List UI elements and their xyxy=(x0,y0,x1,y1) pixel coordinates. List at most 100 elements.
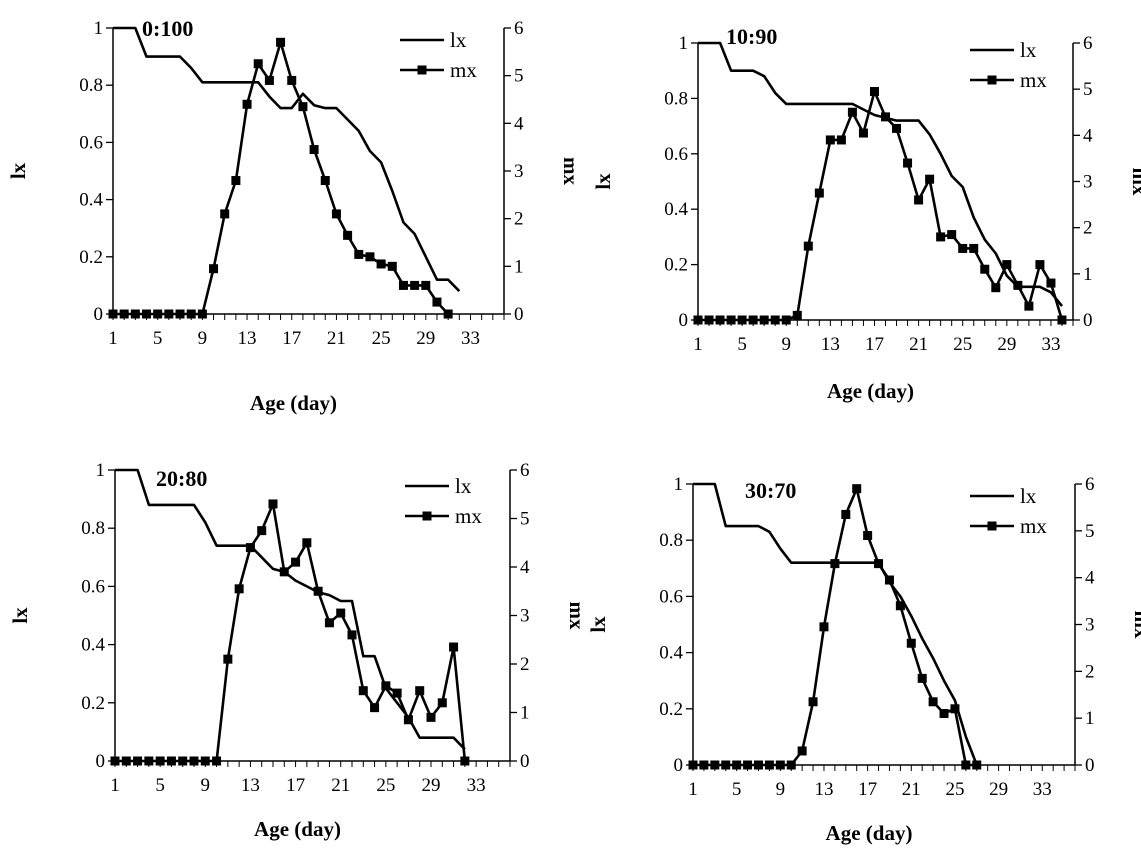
data-point-mx xyxy=(331,209,341,219)
legend-marker-mx xyxy=(417,65,427,75)
data-point-mx xyxy=(1024,301,1034,311)
y2-tick-label: 2 xyxy=(1085,661,1095,682)
data-point-mx xyxy=(392,688,402,698)
x-tick-label: 21 xyxy=(327,328,346,349)
data-point-mx xyxy=(108,309,118,319)
x-tick-label: 5 xyxy=(737,334,747,355)
x-tick-label: 13 xyxy=(814,779,833,800)
x-tick-label: 9 xyxy=(781,334,791,355)
legend-label-lx: lx xyxy=(455,474,472,498)
data-point-mx xyxy=(972,760,982,770)
data-point-mx xyxy=(925,174,935,184)
x-tick-label: 33 xyxy=(1033,779,1052,800)
y-tick-label: 0.2 xyxy=(81,693,105,714)
data-point-mx xyxy=(142,309,152,319)
y2-tick-label: 5 xyxy=(1083,79,1093,100)
y2-tick-label: 5 xyxy=(1085,521,1095,542)
data-point-mx xyxy=(903,158,913,168)
data-point-mx xyxy=(958,243,968,253)
data-point-mx xyxy=(950,704,960,714)
y2-axis-title: mx xyxy=(559,157,583,185)
x-tick-label: 1 xyxy=(688,779,698,800)
x-tick-label: 25 xyxy=(376,775,395,796)
x-tick-label: 25 xyxy=(953,334,972,355)
y-tick-label: 0.6 xyxy=(664,144,688,165)
y2-tick-label: 1 xyxy=(514,256,524,277)
data-point-mx xyxy=(153,309,163,319)
legend-label-lx: lx xyxy=(1020,38,1037,62)
y-tick-label: 0.4 xyxy=(79,190,103,211)
data-point-mx xyxy=(460,756,470,766)
data-point-mx xyxy=(121,756,131,766)
y-tick-label: 1 xyxy=(679,33,689,54)
legend-label-mx: mx xyxy=(1020,514,1047,538)
x-axis-title: Age (day) xyxy=(250,391,337,415)
data-point-mx xyxy=(961,760,971,770)
data-point-mx xyxy=(358,686,368,696)
series-line-lx xyxy=(113,26,461,293)
y2-tick-label: 1 xyxy=(1083,264,1093,285)
y2-tick-label: 4 xyxy=(520,557,530,578)
data-point-mx xyxy=(808,697,818,707)
data-point-mx xyxy=(189,756,199,766)
x-tick-label: 5 xyxy=(155,775,165,796)
y2-tick-label: 5 xyxy=(520,509,530,530)
data-point-mx xyxy=(936,232,946,242)
x-tick-label: 1 xyxy=(108,328,118,349)
y2-tick-label: 3 xyxy=(514,161,524,182)
data-point-mx xyxy=(737,315,747,325)
x-tick-label: 29 xyxy=(422,775,441,796)
data-point-mx xyxy=(234,584,244,594)
data-point-mx xyxy=(1013,280,1023,290)
data-point-mx xyxy=(324,618,334,628)
data-point-mx xyxy=(704,315,714,325)
data-point-mx xyxy=(991,283,1001,293)
series-line-mx xyxy=(698,90,1064,322)
y2-tick-label: 3 xyxy=(520,606,530,627)
data-point-mx xyxy=(797,746,807,756)
y2-tick-label: 0 xyxy=(514,304,524,325)
data-point-mx xyxy=(437,698,447,708)
data-point-mx xyxy=(743,760,753,770)
y2-tick-label: 3 xyxy=(1085,615,1095,636)
data-point-mx xyxy=(980,264,990,274)
data-point-mx xyxy=(710,760,720,770)
data-point-mx xyxy=(381,681,391,691)
data-point-mx xyxy=(892,123,902,133)
data-point-mx xyxy=(847,107,857,117)
y-tick-label: 0 xyxy=(96,751,106,772)
data-point-mx xyxy=(426,712,436,722)
data-point-mx xyxy=(863,531,873,541)
y-tick-label: 0.8 xyxy=(81,518,105,539)
x-axis-title: Age (day) xyxy=(826,821,913,845)
data-point-mx xyxy=(133,756,143,766)
x-tick-label: 29 xyxy=(997,334,1016,355)
x-tick-label: 21 xyxy=(902,779,921,800)
y-tick-label: 0.6 xyxy=(659,586,683,607)
x-tick-label: 5 xyxy=(153,328,163,349)
data-point-mx xyxy=(220,209,230,219)
data-point-mx xyxy=(313,586,323,596)
data-point-mx xyxy=(354,249,364,259)
data-point-mx xyxy=(231,176,241,186)
legend-label-lx: lx xyxy=(1020,484,1037,508)
data-point-mx xyxy=(144,756,154,766)
panel-title: 30:70 xyxy=(745,478,796,503)
data-point-mx xyxy=(376,259,386,269)
x-tick-label: 13 xyxy=(241,775,260,796)
y2-tick-label: 3 xyxy=(1083,172,1093,193)
y-tick-label: 0.8 xyxy=(79,75,103,96)
legend-marker-mx xyxy=(987,521,997,531)
y2-tick-label: 0 xyxy=(1085,755,1095,776)
x-tick-label: 33 xyxy=(1041,334,1060,355)
data-point-mx xyxy=(279,567,289,577)
data-point-mx xyxy=(421,280,431,290)
y2-tick-label: 6 xyxy=(514,18,524,39)
data-point-mx xyxy=(688,760,698,770)
legend-label-lx: lx xyxy=(450,28,467,52)
legend-marker-mx xyxy=(422,511,432,521)
x-tick-label: 25 xyxy=(945,779,964,800)
x-tick-label: 29 xyxy=(416,328,435,349)
